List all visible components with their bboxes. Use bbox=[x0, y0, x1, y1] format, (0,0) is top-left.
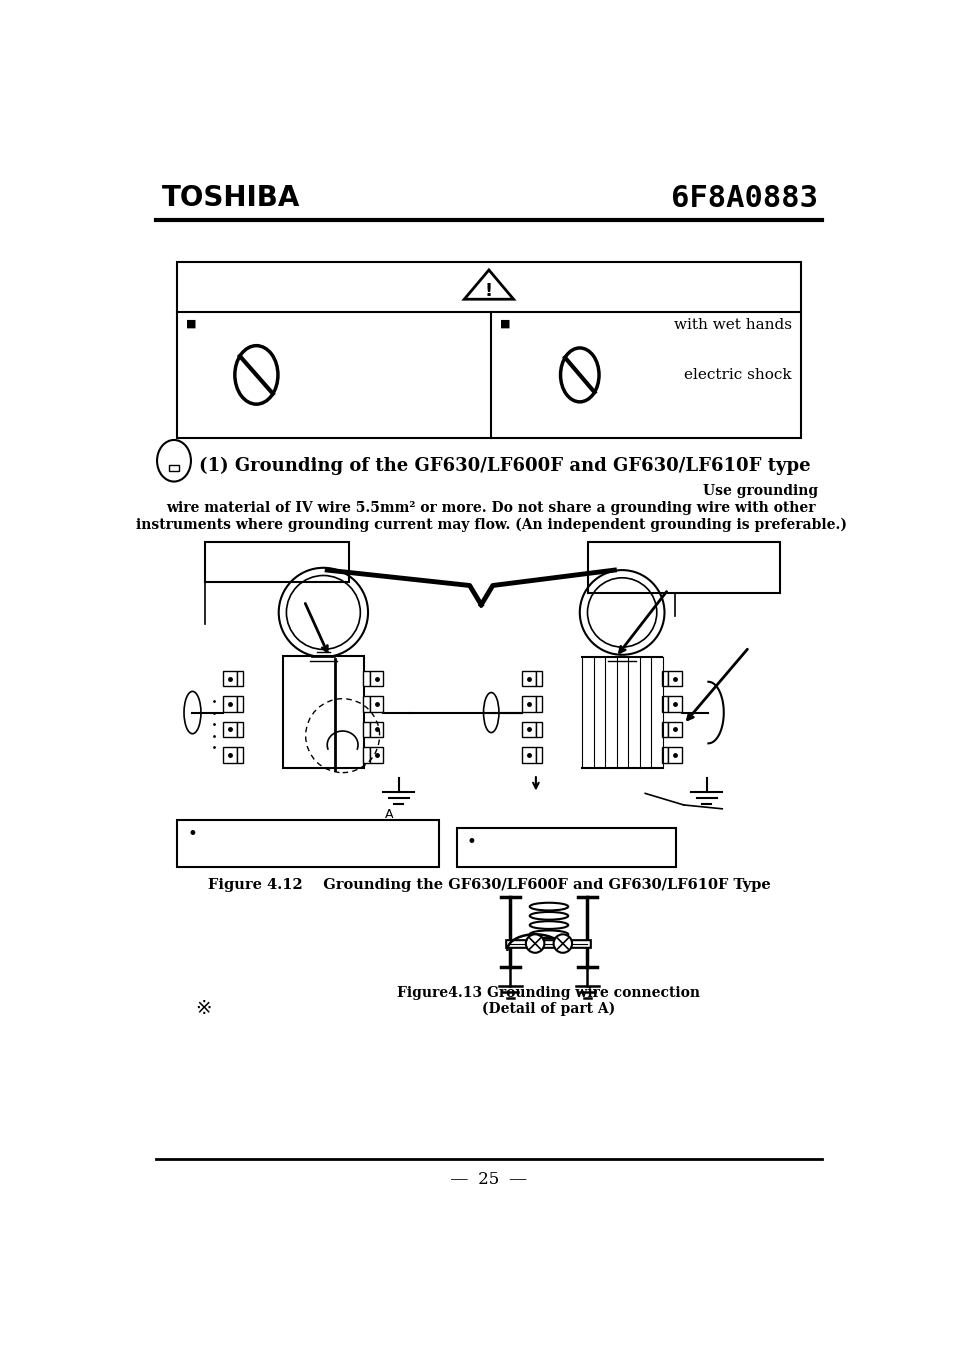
Text: A: A bbox=[385, 809, 393, 821]
Text: (Detail of part A): (Detail of part A) bbox=[482, 1002, 615, 1015]
FancyBboxPatch shape bbox=[363, 747, 369, 763]
FancyBboxPatch shape bbox=[521, 722, 536, 737]
FancyBboxPatch shape bbox=[668, 722, 681, 737]
FancyBboxPatch shape bbox=[588, 541, 780, 593]
FancyBboxPatch shape bbox=[237, 747, 243, 763]
FancyBboxPatch shape bbox=[363, 671, 369, 686]
FancyBboxPatch shape bbox=[661, 747, 668, 763]
Text: (1) Grounding of the GF630/LF600F and GF630/LF610F type: (1) Grounding of the GF630/LF600F and GF… bbox=[198, 456, 809, 475]
FancyBboxPatch shape bbox=[668, 671, 681, 686]
Circle shape bbox=[525, 934, 544, 953]
Text: •: • bbox=[187, 825, 196, 842]
FancyBboxPatch shape bbox=[536, 747, 541, 763]
FancyBboxPatch shape bbox=[536, 671, 541, 686]
FancyBboxPatch shape bbox=[661, 697, 668, 711]
Text: ※: ※ bbox=[194, 999, 211, 1018]
FancyBboxPatch shape bbox=[661, 671, 668, 686]
FancyBboxPatch shape bbox=[237, 671, 243, 686]
FancyBboxPatch shape bbox=[369, 747, 383, 763]
Text: Use grounding: Use grounding bbox=[702, 483, 818, 498]
Text: 6F8A0883: 6F8A0883 bbox=[671, 184, 818, 212]
Text: ■: ■ bbox=[500, 319, 511, 328]
FancyBboxPatch shape bbox=[369, 722, 383, 737]
FancyBboxPatch shape bbox=[456, 828, 676, 867]
Text: wire material of IV wire 5.5mm² or more. Do not share a grounding wire with othe: wire material of IV wire 5.5mm² or more.… bbox=[167, 501, 815, 514]
FancyBboxPatch shape bbox=[668, 697, 681, 711]
FancyBboxPatch shape bbox=[237, 697, 243, 711]
FancyBboxPatch shape bbox=[223, 697, 237, 711]
Text: with wet hands: with wet hands bbox=[673, 319, 791, 332]
FancyBboxPatch shape bbox=[223, 747, 237, 763]
Text: Figure 4.12    Grounding the GF630/LF600F and GF630/LF610F Type: Figure 4.12 Grounding the GF630/LF600F a… bbox=[208, 878, 769, 892]
FancyBboxPatch shape bbox=[177, 821, 438, 867]
Circle shape bbox=[553, 934, 572, 953]
FancyBboxPatch shape bbox=[521, 671, 536, 686]
Text: !: ! bbox=[484, 282, 493, 300]
FancyBboxPatch shape bbox=[536, 697, 541, 711]
Text: electric shock: electric shock bbox=[683, 369, 791, 382]
Text: TOSHIBA: TOSHIBA bbox=[161, 184, 300, 212]
FancyBboxPatch shape bbox=[363, 722, 369, 737]
Text: ■: ■ bbox=[186, 319, 196, 328]
Text: Figure4.13 Grounding wire connection: Figure4.13 Grounding wire connection bbox=[397, 986, 700, 1000]
Text: ―  25  ―: ― 25 ― bbox=[451, 1170, 526, 1188]
FancyBboxPatch shape bbox=[363, 697, 369, 711]
FancyBboxPatch shape bbox=[536, 722, 541, 737]
Text: •: • bbox=[466, 833, 476, 851]
Text: instruments where grounding current may flow. (An independent grounding is prefe: instruments where grounding current may … bbox=[135, 518, 846, 532]
FancyBboxPatch shape bbox=[369, 671, 383, 686]
FancyBboxPatch shape bbox=[668, 747, 681, 763]
FancyBboxPatch shape bbox=[283, 656, 364, 768]
FancyBboxPatch shape bbox=[661, 722, 668, 737]
FancyBboxPatch shape bbox=[170, 464, 178, 471]
FancyBboxPatch shape bbox=[521, 697, 536, 711]
FancyBboxPatch shape bbox=[521, 747, 536, 763]
FancyBboxPatch shape bbox=[237, 722, 243, 737]
FancyBboxPatch shape bbox=[177, 262, 800, 437]
FancyBboxPatch shape bbox=[223, 671, 237, 686]
FancyBboxPatch shape bbox=[205, 541, 349, 582]
FancyBboxPatch shape bbox=[223, 722, 237, 737]
FancyBboxPatch shape bbox=[369, 697, 383, 711]
